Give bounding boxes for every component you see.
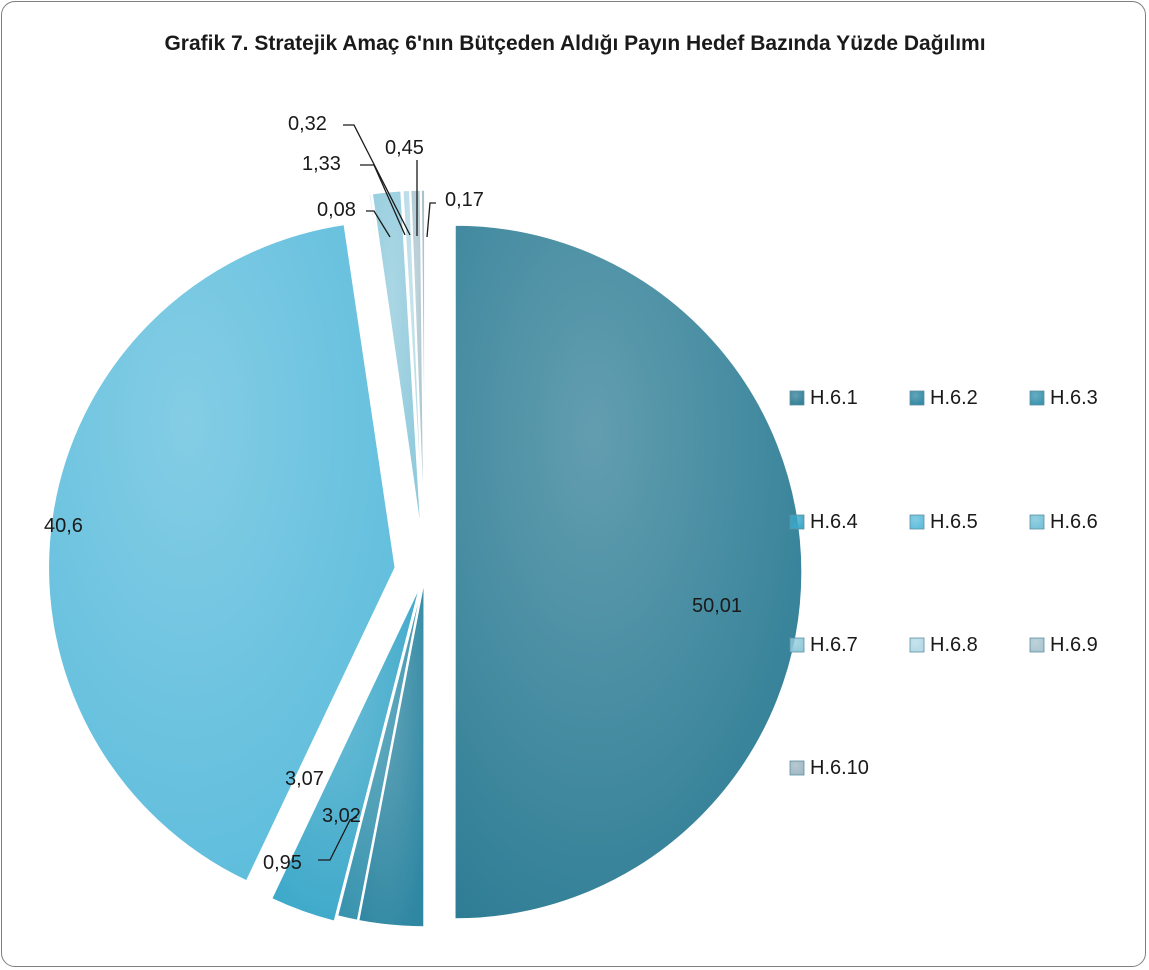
pie-slice-h-6-4 xyxy=(270,584,421,923)
pie-slice-h-6-6 xyxy=(368,193,421,538)
data-label-h-6-5: 40,6 xyxy=(44,515,83,537)
legend-swatch-h-6-7 xyxy=(789,637,805,653)
data-label-h-6-8: 0,32 xyxy=(288,113,327,135)
legend-label-h-6-8: H.6.8 xyxy=(930,634,978,656)
legend-swatch-h-6-2 xyxy=(909,390,925,406)
leader-line-h-6-6 xyxy=(366,210,391,238)
pie-slice-h-6-3 xyxy=(336,579,424,922)
data-label-h-6-7: 1,33 xyxy=(302,153,341,175)
legend-label-h-6-4: H.6.4 xyxy=(810,511,858,533)
legend-swatch-h-6-5 xyxy=(909,514,925,530)
legend-label-h-6-1: H.6.1 xyxy=(810,387,858,409)
leader-line-h-6-10 xyxy=(426,202,436,238)
pie-slice-h-6-2 xyxy=(357,579,425,928)
legend-label-h-6-7: H.6.7 xyxy=(810,634,858,656)
legend-label-h-6-6: H.6.6 xyxy=(1050,511,1098,533)
legend-label-h-6-10: H.6.10 xyxy=(810,757,869,779)
pie-slice-h-6-5 xyxy=(47,223,397,883)
data-label-h-6-4: 3,07 xyxy=(285,768,324,790)
legend-label-h-6-2: H.6.2 xyxy=(930,387,978,409)
legend-swatch-h-6-4 xyxy=(789,514,805,530)
leader-line-h-6-3 xyxy=(318,816,358,861)
data-label-h-6-2: 3,02 xyxy=(322,805,361,827)
pie-slice-h-6-8 xyxy=(402,189,425,538)
legend-swatch-h-6-9 xyxy=(1029,637,1045,653)
data-label-h-6-3: 0,95 xyxy=(263,852,302,874)
leader-line-h-6-8 xyxy=(343,124,411,236)
legend-label-h-6-9: H.6.9 xyxy=(1050,634,1098,656)
legend-swatch-h-6-1 xyxy=(789,390,805,406)
legend-label-h-6-3: H.6.3 xyxy=(1050,387,1098,409)
legend-swatch-h-6-3 xyxy=(1029,390,1045,406)
data-label-h-6-9: 0,45 xyxy=(385,137,424,159)
legend-swatch-h-6-10 xyxy=(789,760,805,776)
data-label-h-6-10: 0,17 xyxy=(445,189,484,211)
legend-label-h-6-5: H.6.5 xyxy=(930,511,978,533)
pie-slice-h-6-1 xyxy=(454,224,803,920)
legend-swatch-h-6-6 xyxy=(1029,514,1045,530)
pie-slice-h-6-10 xyxy=(420,189,426,538)
data-label-h-6-6: 0,08 xyxy=(317,199,356,221)
data-label-h-6-1: 50,01 xyxy=(692,595,742,617)
chart-title: Grafik 7. Stratejik Amaç 6'nın Bütçeden … xyxy=(164,32,986,55)
legend-swatch-h-6-8 xyxy=(909,637,925,653)
